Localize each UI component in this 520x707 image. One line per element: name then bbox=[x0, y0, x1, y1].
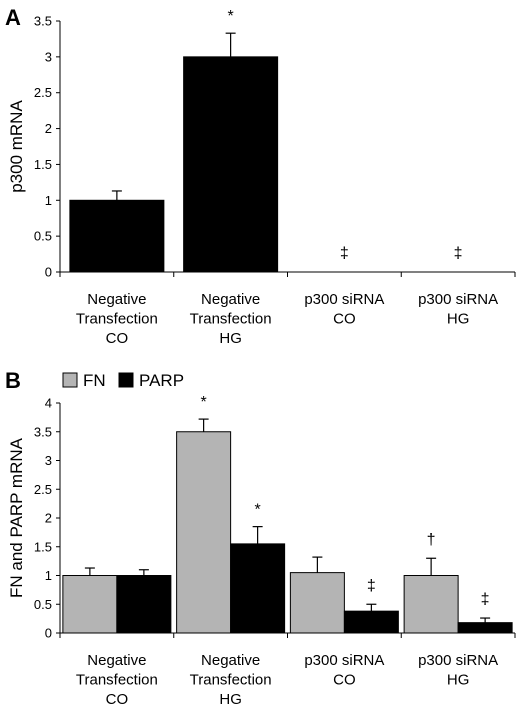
x-tick-label: CO bbox=[333, 311, 356, 328]
panel-letter: A bbox=[5, 5, 21, 30]
x-tick-label: HG bbox=[219, 330, 242, 347]
x-tick-label: HG bbox=[447, 672, 470, 689]
bar-parp-2 bbox=[343, 610, 399, 634]
x-tick-label: p300 siRNA bbox=[304, 652, 384, 669]
y-tick-label: 3.5 bbox=[34, 14, 52, 29]
significance-marker: ‡ bbox=[367, 577, 376, 594]
y-tick-label: 1 bbox=[45, 193, 52, 208]
x-tick-label: p300 siRNA bbox=[418, 291, 498, 308]
x-tick-label: CO bbox=[106, 691, 129, 707]
x-tick-label: CO bbox=[106, 330, 129, 347]
y-tick-label: 2.5 bbox=[34, 85, 52, 100]
significance-marker: ‡ bbox=[481, 591, 490, 608]
y-tick-label: 0.5 bbox=[34, 597, 52, 612]
y-tick-label: 3 bbox=[45, 49, 52, 64]
y-tick-label: 1 bbox=[45, 568, 52, 583]
significance-marker: ‡ bbox=[454, 245, 463, 262]
x-tick-label: Negative bbox=[87, 291, 146, 308]
y-tick-label: 2 bbox=[45, 121, 52, 136]
bar-fn-3 bbox=[403, 575, 459, 634]
x-tick-label: Transfection bbox=[190, 672, 272, 689]
legend-swatch-fn bbox=[62, 372, 78, 388]
bar-p300-0 bbox=[69, 199, 165, 273]
bar-fn-2 bbox=[289, 572, 345, 634]
bar-parp-0 bbox=[116, 575, 172, 634]
y-axis-title: p300 mRNA bbox=[7, 100, 26, 193]
bar-fn-1 bbox=[176, 431, 232, 634]
x-tick-label: CO bbox=[333, 672, 356, 689]
y-tick-label: 4 bbox=[45, 396, 52, 411]
y-tick-label: 0 bbox=[45, 626, 52, 641]
bar-p300-1 bbox=[183, 56, 279, 273]
significance-marker: * bbox=[228, 8, 234, 25]
y-tick-label: 2 bbox=[45, 511, 52, 526]
legend: FN PARP bbox=[62, 371, 184, 390]
y-tick-label: 2.5 bbox=[34, 482, 52, 497]
chart-panel-a: A 0 0.5 1 1.5 2 2.5 3 3.5 p300 mRNA Negative Transf… bbox=[5, 5, 516, 347]
x-tick-label: HG bbox=[219, 691, 242, 707]
bar-parp-1 bbox=[230, 543, 286, 634]
significance-marker: ‡ bbox=[340, 245, 349, 262]
significance-marker: * bbox=[255, 502, 261, 519]
legend-swatch-parp bbox=[118, 372, 134, 388]
x-tick-label: Negative bbox=[87, 652, 146, 669]
x-tick-label: p300 siRNA bbox=[418, 652, 498, 669]
y-tick-label: 1.5 bbox=[34, 539, 52, 554]
y-tick-label: 0.5 bbox=[34, 229, 52, 244]
x-tick-label: p300 siRNA bbox=[304, 291, 384, 308]
x-tick-label: Transfection bbox=[76, 311, 158, 328]
bar-parp-3 bbox=[457, 622, 513, 634]
x-tick-label: Negative bbox=[201, 652, 260, 669]
panel-letter: B bbox=[5, 368, 21, 393]
x-tick-label: Transfection bbox=[76, 672, 158, 689]
y-tick-label: 3 bbox=[45, 453, 52, 468]
bar-fn-0 bbox=[62, 575, 118, 634]
y-axis-title: FN and PARP mRNA bbox=[7, 437, 26, 598]
legend-label-parp: PARP bbox=[139, 371, 184, 390]
chart-panel-b: B 0 0.5 1 1.5 2 2.5 3 3.5 4 FN and PARP mRNA Negati… bbox=[5, 368, 516, 707]
significance-marker: * bbox=[201, 394, 207, 411]
significance-marker: † bbox=[427, 531, 436, 548]
y-tick-label: 1.5 bbox=[34, 157, 52, 172]
x-tick-label: Negative bbox=[201, 291, 260, 308]
y-tick-label: 0 bbox=[45, 265, 52, 280]
y-tick-label: 3.5 bbox=[34, 424, 52, 439]
x-tick-label: Transfection bbox=[190, 311, 272, 328]
legend-label-fn: FN bbox=[83, 371, 106, 390]
x-tick-label: HG bbox=[447, 311, 470, 328]
